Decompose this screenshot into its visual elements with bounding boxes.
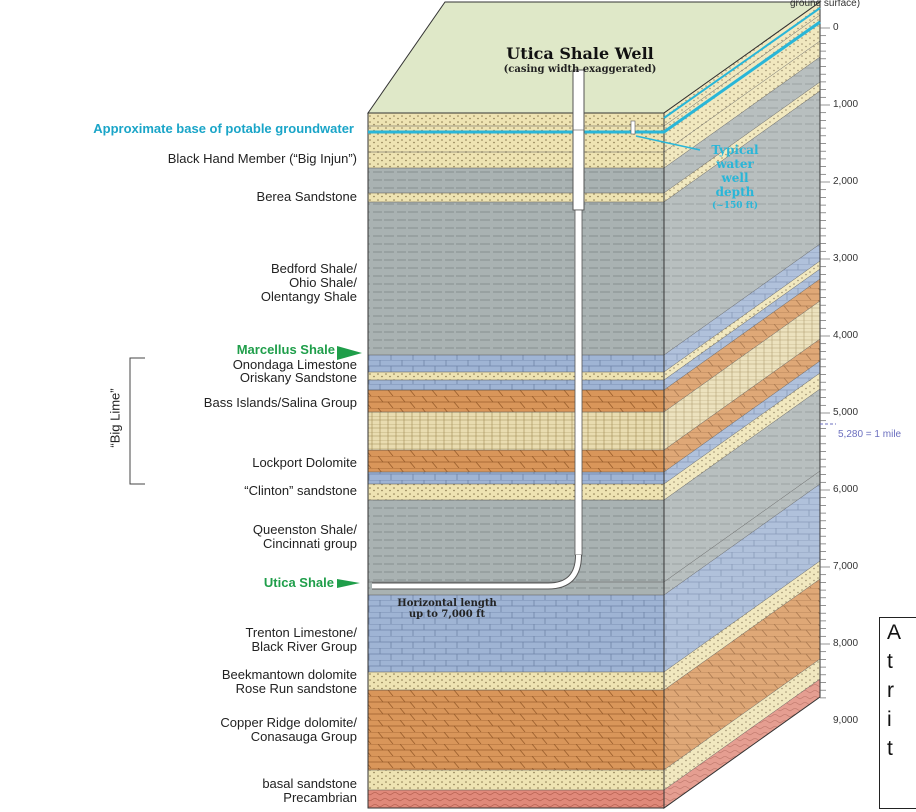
note-line: t <box>887 737 893 760</box>
stratum-band <box>368 355 664 372</box>
stratum-band <box>368 472 664 484</box>
layer-label-beekmantown: Beekmantown dolomite <box>221 667 357 682</box>
note-line: t <box>887 650 893 673</box>
scale-tick-label: 8,000 <box>833 638 859 649</box>
stratum-band <box>368 770 664 790</box>
note-line: A <box>887 621 902 644</box>
water-well-line1: Typical <box>711 143 759 157</box>
water-well <box>630 120 701 151</box>
layer-label-berea: Berea Sandstone <box>256 189 357 204</box>
horizontal-length-label: Horizontal length up to 7,000 ft <box>382 598 512 620</box>
stratum-band <box>368 202 664 355</box>
front-face-strata <box>368 112 664 808</box>
stratum-band <box>368 450 664 472</box>
layer-label-rose-run: Rose Run sandstone <box>235 681 357 696</box>
layer-label-trenton: Trenton Limestone/ <box>245 625 357 640</box>
layer-label-conasauga: Conasauga Group <box>250 729 357 744</box>
mile-marker: 5,280 = 1 mile <box>838 428 902 440</box>
stratum-band <box>368 390 664 412</box>
water-well-line2: water <box>716 157 754 171</box>
layer-label-copper-ridge: Copper Ridge dolomite/ <box>220 715 357 730</box>
well-subtitle: (casing width exaggerated) <box>503 64 657 75</box>
water-well-line5: (~150 ft) <box>711 201 758 211</box>
depth-scale <box>820 27 830 699</box>
layer-label-onondaga: Onondaga Limestone <box>232 357 357 372</box>
layer-label-oriskany: Oriskany Sandstone <box>239 370 357 385</box>
scale-tick-label: 1,000 <box>833 99 859 110</box>
horizontal-length-line2: up to 7,000 ft <box>408 609 486 620</box>
note-line: i <box>887 708 892 731</box>
stratum-band <box>368 372 664 380</box>
scale-tick-label: 9,000 <box>833 715 859 726</box>
note-line: r <box>887 679 894 702</box>
stratum-band <box>368 790 664 808</box>
utica-arrow <box>337 579 360 588</box>
marcellus-arrow <box>337 346 362 360</box>
stratum-band <box>368 133 664 152</box>
layer-label-clinton: “Clinton” sandstone <box>244 483 357 498</box>
big-lime-label: “Big Lime” <box>107 388 123 448</box>
stratum-band <box>368 672 664 690</box>
scale-tick-label: 0 <box>833 22 839 33</box>
layer-label-bedford: Bedford Shale/ <box>270 261 357 276</box>
scale-tick-label: 4,000 <box>833 330 859 341</box>
stratum-band <box>368 152 664 168</box>
layer-label-black-river: Black River Group <box>251 639 357 654</box>
scale-header: ground surface) <box>790 0 861 9</box>
scale-tick-label: 3,000 <box>833 253 859 264</box>
groundwater-label: Approximate base of potable groundwater <box>93 121 354 136</box>
stratum-band <box>368 412 664 450</box>
scale-tick-label: 7,000 <box>833 561 859 572</box>
stratum-band <box>368 168 664 193</box>
stratum-band <box>368 690 664 770</box>
potable-groundwater-line <box>368 20 821 134</box>
layer-label-queenston: Queenston Shale/ <box>252 522 357 537</box>
side-face-strata <box>663 1 821 809</box>
layer-label-bass-islands: Bass Islands/Salina Group <box>203 395 357 410</box>
water-well-line4: depth <box>715 185 755 199</box>
layer-label-black-hand: Black Hand Member (“Big Injun”) <box>167 151 357 166</box>
water-well-line3: well <box>721 171 749 185</box>
layer-label-olentangy: Olentangy Shale <box>260 289 357 304</box>
scale-tick-label: 6,000 <box>833 484 859 495</box>
well-title: Utica Shale Well <box>506 44 654 63</box>
horizontal-length-line1: Horizontal length <box>397 598 497 609</box>
stratum-band <box>368 380 664 390</box>
stratum-band <box>368 126 664 133</box>
scale-tick-label: 5,000 <box>833 407 859 418</box>
scale-tick-label: 2,000 <box>833 176 859 187</box>
layer-label-lockport: Lockport Dolomite <box>252 455 357 470</box>
note-box: A t r i t <box>879 617 916 809</box>
layer-label-cincinnati: Cincinnati group <box>263 536 357 551</box>
utica-well <box>372 69 585 590</box>
layer-label-marcellus: Marcellus Shale <box>236 342 335 357</box>
stratum-band <box>368 193 664 202</box>
stratum-band <box>368 113 664 126</box>
water-well-depth-label: Typical water well depth (~150 ft) <box>690 143 780 213</box>
stratum-band <box>368 595 664 672</box>
layer-label-utica: Utica Shale <box>263 575 334 590</box>
big-lime-bracket <box>129 357 145 485</box>
layer-label-precambrian: Precambrian <box>283 790 357 805</box>
layer-label-basal-sandstone: basal sandstone <box>262 776 357 791</box>
layer-label-ohio: Ohio Shale/ <box>289 275 357 290</box>
stratum-band <box>368 500 664 582</box>
stratum-band <box>368 484 664 500</box>
